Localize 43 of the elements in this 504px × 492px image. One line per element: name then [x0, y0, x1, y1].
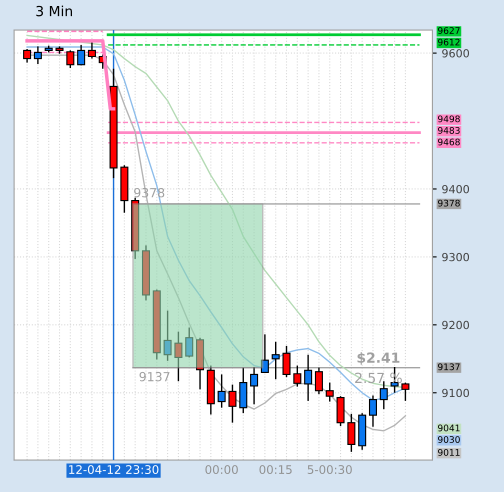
candlestick: [88, 40, 96, 60]
ref-line-label: 9627: [438, 27, 460, 34]
ref-line-label: 9468: [438, 138, 460, 146]
x-tick-label: 12-04-12 23:30: [69, 465, 158, 474]
y-tick-label: 9600: [442, 49, 469, 58]
candlestick: [368, 394, 377, 428]
ref-line-label: 9137: [140, 372, 170, 382]
x-tick-label: 00:15: [259, 465, 292, 474]
y-tick-label: 9200: [442, 320, 469, 330]
text: 9137: [438, 363, 460, 370]
candlestick: [272, 341, 280, 380]
y-tick-label: 9400: [442, 184, 469, 194]
candlestick: [66, 50, 74, 69]
text: 9378: [438, 200, 460, 207]
ref-line-label: 9498: [438, 115, 460, 122]
candlestick: [77, 44, 86, 66]
text: 9030: [438, 436, 460, 443]
candlestick: [401, 382, 410, 402]
candlestick: [218, 374, 226, 408]
ref-line-label: 9612: [438, 38, 460, 46]
candlestick: [185, 326, 194, 358]
candlestick: [326, 382, 334, 402]
x-tick-label: 00:00: [205, 465, 238, 474]
ref-line-label: 9483: [438, 127, 460, 134]
candlestick: [347, 413, 356, 453]
y-tick-label: 9300: [442, 252, 469, 262]
candlestick: [260, 334, 269, 374]
y-tick-label: 9100: [442, 388, 469, 398]
text: 9041: [438, 424, 460, 432]
annotation: $2.41: [358, 352, 400, 365]
x-tick-label: 5-00:30: [308, 465, 352, 474]
candlestick: [282, 345, 291, 378]
candlestick: [293, 364, 302, 388]
text: 9011: [438, 449, 460, 456]
candlestick: [34, 46, 42, 65]
candlestick: [23, 48, 32, 64]
candlestick: [304, 354, 312, 402]
candlestick: [314, 366, 323, 395]
candlestick: [250, 366, 258, 406]
candlestick: [164, 310, 172, 362]
candlestick: [174, 330, 182, 382]
candlestick: [228, 384, 236, 424]
chart-title: 3 Min: [36, 6, 72, 16]
